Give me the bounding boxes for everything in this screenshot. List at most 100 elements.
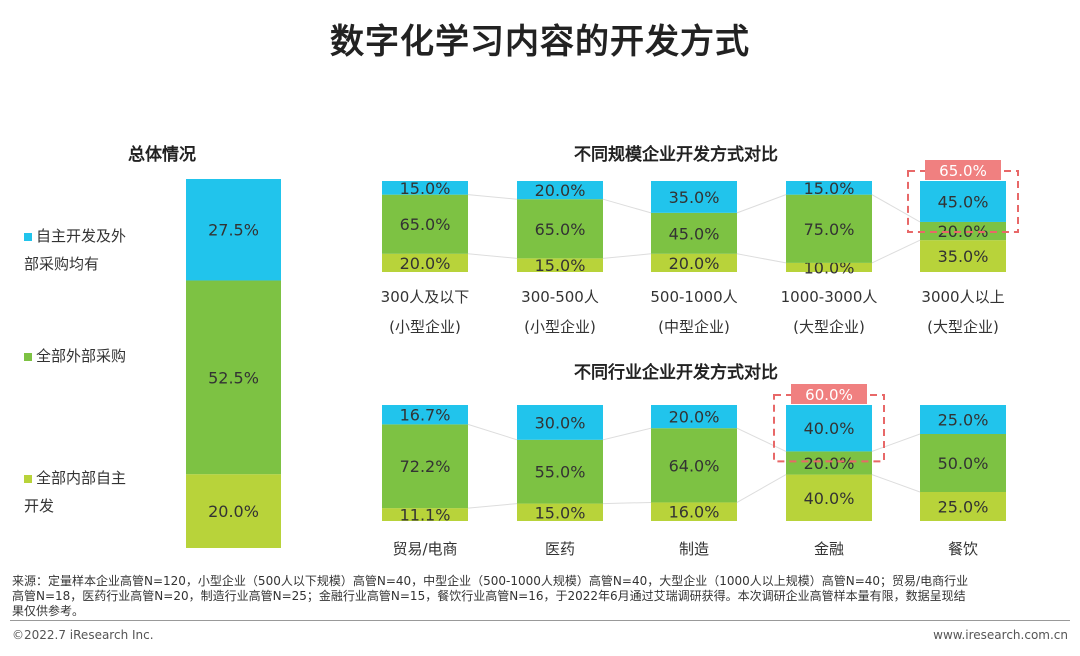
bar-segment-external: [920, 434, 1006, 492]
connector-line: [602, 427, 652, 441]
bar-segment-internal: [517, 258, 603, 272]
legend-item-mutual: 自主开发及外 部采购均有: [24, 222, 126, 278]
source-line: 果仅供参考。: [12, 604, 85, 618]
bar-segment-internal: [786, 262, 872, 272]
data-label: 27.5%: [208, 221, 259, 240]
data-label: 35.0%: [669, 188, 720, 207]
bar-segment-mutual: [786, 405, 872, 452]
connector-line: [602, 198, 652, 214]
size-chart-title: 不同规模企业开发方式对比: [574, 145, 778, 165]
legend-swatch-internal: [24, 474, 32, 483]
bar-segment-internal: [651, 502, 737, 521]
connector-line: [871, 194, 921, 223]
data-label: 40.0%: [804, 419, 855, 438]
data-label: 25.0%: [938, 411, 989, 430]
highlight-badge: [925, 160, 1001, 180]
source-note: 来源：定量样本企业高管N=120，小型企业（500人以下规模）高管N=40，中型…: [12, 574, 1072, 619]
data-label: 15.0%: [535, 503, 586, 522]
footer-divider: [10, 620, 1070, 621]
data-label: 20.0%: [804, 454, 855, 473]
bar-segment-mutual: [517, 405, 603, 440]
connector-line: [736, 474, 787, 503]
data-label: 45.0%: [938, 192, 989, 211]
data-label: 65.0%: [535, 220, 586, 239]
data-label: 20.0%: [669, 254, 720, 273]
data-label: 20.0%: [208, 502, 259, 521]
data-label: 15.0%: [400, 179, 451, 198]
data-label: 45.0%: [669, 224, 720, 243]
category-label: 300人及以下: [381, 288, 470, 306]
category-label: 1000-3000人: [781, 288, 878, 306]
connector-line: [736, 427, 787, 452]
data-label: 25.0%: [938, 498, 989, 517]
connector-line: [871, 239, 921, 264]
bar-segment-external: [517, 199, 603, 259]
copyright: ©2022.7 iResearch Inc.: [12, 628, 154, 642]
data-label: 20.0%: [938, 222, 989, 241]
data-label: 64.0%: [669, 456, 720, 475]
data-label: 15.0%: [535, 256, 586, 275]
data-label: 50.0%: [938, 454, 989, 473]
bar-segment-external: [382, 424, 468, 509]
bar-segment-internal: [382, 508, 468, 521]
bar-segment-internal: [786, 474, 872, 521]
industry-chart-title: 不同行业企业开发方式对比: [574, 363, 778, 383]
category-label: 制造: [679, 540, 709, 558]
data-label: 30.0%: [535, 413, 586, 432]
legend-item-external: 全部外部采购: [24, 342, 126, 370]
data-label: 20.0%: [669, 408, 720, 427]
legend-swatch-mutual: [24, 232, 32, 241]
highlight-label: 65.0%: [939, 162, 987, 180]
legend-label: 自主开发及外: [36, 227, 127, 245]
connector-line: [602, 501, 652, 505]
category-sublabel: (大型企业): [927, 318, 999, 336]
bar-segment-mutual: [382, 181, 468, 195]
category-label: 医药: [545, 540, 575, 558]
category-label: 贸易/电商: [392, 540, 457, 558]
legend-label: 部采购均有: [24, 255, 100, 273]
bar-segment-external: [651, 212, 737, 254]
bar-segment-mutual: [517, 181, 603, 200]
category-label: 餐饮: [948, 540, 978, 558]
bar-segment-external: [517, 439, 603, 504]
category-label: 500-1000人: [650, 288, 737, 306]
connector-line: [736, 253, 787, 264]
legend-label: 开发: [24, 497, 55, 515]
category-sublabel: (中型企业): [658, 318, 730, 336]
connector-line: [736, 194, 787, 214]
bar-segment-external: [786, 451, 872, 475]
bar-segment-external: [920, 221, 1006, 241]
category-label: 300-500人: [521, 288, 599, 306]
data-label: 11.1%: [400, 506, 451, 525]
bar-segment-mutual: [920, 181, 1006, 222]
data-label: 52.5%: [208, 368, 259, 387]
highlight-label: 60.0%: [805, 386, 853, 404]
bar-segment-external: [382, 194, 468, 254]
connector-line: [467, 253, 518, 259]
data-label: 72.2%: [400, 457, 451, 476]
data-label: 20.0%: [535, 181, 586, 200]
data-label: 20.0%: [400, 254, 451, 273]
category-sublabel: (小型企业): [389, 318, 461, 336]
website: www.iresearch.com.cn: [933, 628, 1068, 642]
bar-segment-mutual: [651, 181, 737, 213]
legend-label: 全部内部自主: [36, 469, 127, 487]
legend-swatch-external: [24, 352, 32, 361]
category-sublabel: (大型企业): [793, 318, 865, 336]
bar-segment-external: [651, 428, 737, 503]
bar-segment-internal: [920, 492, 1006, 521]
connector-line: [467, 503, 518, 509]
page-title: 数字化学习内容的开发方式: [330, 22, 750, 62]
connector-line: [871, 474, 921, 493]
bar-segment-mutual: [186, 179, 281, 281]
highlight-badge: [791, 384, 867, 404]
data-label: 40.0%: [804, 489, 855, 508]
overall-chart-title: 总体情况: [128, 145, 196, 165]
category-label: 金融: [814, 540, 844, 558]
data-label: 55.0%: [535, 463, 586, 482]
source-line: 来源：定量样本企业高管N=120，小型企业（500人以下规模）高管N=40，中型…: [12, 574, 969, 588]
connector-line: [602, 253, 652, 259]
bar-segment-internal: [651, 253, 737, 272]
bar-segment-mutual: [382, 405, 468, 425]
data-label: 35.0%: [938, 247, 989, 266]
